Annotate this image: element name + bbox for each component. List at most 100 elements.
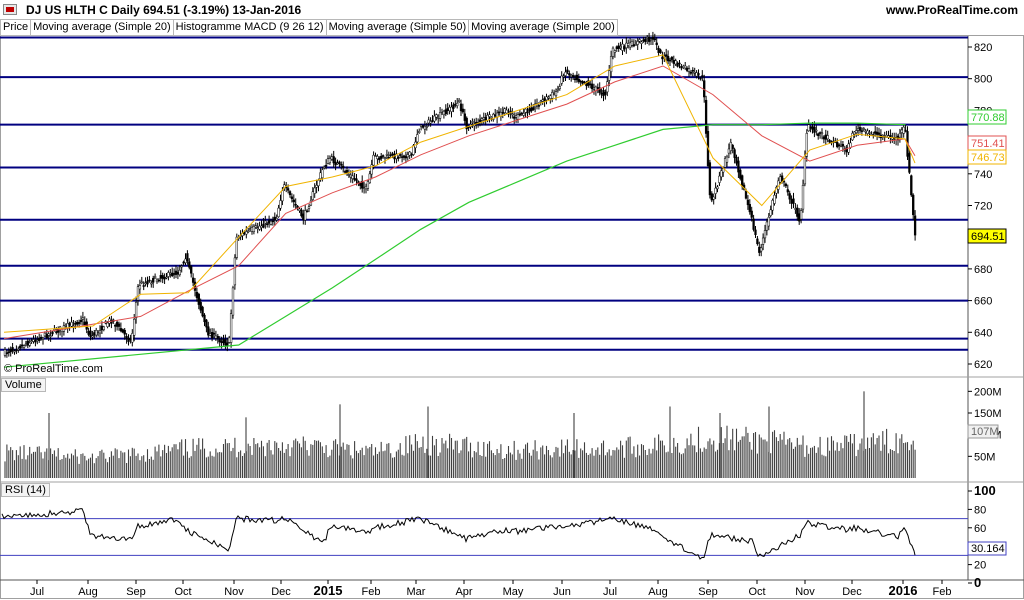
candle-body: [68, 322, 71, 326]
candle-body: [205, 319, 208, 328]
candle-body: [811, 126, 814, 130]
candle-body: [121, 329, 124, 333]
candle-body: [220, 341, 223, 343]
candle-body: [750, 210, 753, 218]
candle-body: [680, 66, 683, 69]
candle-body: [562, 75, 565, 78]
candle-body: [501, 111, 504, 114]
candle-body: [366, 181, 370, 189]
candle-body: [714, 187, 717, 194]
candle-body: [43, 332, 47, 337]
legend-macd-histogram[interactable]: Histogramme MACD (9 26 12): [173, 19, 327, 36]
candle-body: [273, 216, 276, 221]
candle-body: [324, 164, 328, 167]
candle-body: [725, 156, 729, 163]
candle-body: [17, 349, 20, 351]
candle-body: [95, 330, 98, 336]
candle-body: [765, 221, 769, 231]
candle-body: [176, 272, 180, 275]
candle-body: [904, 129, 907, 132]
ma20-line: [3, 54, 916, 333]
candle-body: [389, 154, 392, 156]
candle-body: [621, 43, 624, 51]
candle-body: [820, 132, 824, 135]
candle-body: [201, 306, 204, 317]
candle-body: [568, 73, 571, 76]
candle-body: [442, 111, 446, 116]
candle-body: [233, 257, 237, 286]
candle-body: [684, 65, 687, 69]
candle-body: [334, 161, 337, 166]
legend-ma200[interactable]: Moving average (Simple 200): [469, 19, 618, 36]
legend-price[interactable]: Price: [0, 19, 32, 36]
candle-body: [647, 36, 651, 42]
candle-body: [383, 157, 387, 159]
volume-last-value-box: [967, 424, 999, 439]
candle-body: [598, 87, 601, 93]
candle-body: [353, 178, 356, 180]
candle-body: [294, 204, 297, 206]
candle-body: [117, 323, 121, 327]
candle-body: [516, 114, 520, 120]
candle-body: [488, 114, 491, 117]
candle-body: [210, 332, 214, 339]
candle-body: [606, 81, 609, 93]
candle-body: [625, 42, 628, 49]
candle-body: [188, 261, 191, 268]
candle-body: [657, 47, 660, 53]
candle-body: [815, 129, 818, 132]
candle-body: [96, 331, 100, 333]
candle-body: [744, 190, 748, 199]
candle-body: [769, 209, 772, 216]
legend-ma20[interactable]: Moving average (Simple 20): [31, 19, 174, 36]
candle-body: [864, 130, 867, 133]
candle-body: [627, 43, 630, 46]
candle-body: [763, 230, 767, 239]
candle-body: [281, 190, 284, 202]
candle-body: [539, 100, 542, 103]
candle-body: [115, 321, 119, 327]
legend-ma50[interactable]: Moving average (Simple 50): [326, 19, 470, 36]
candle-body: [381, 155, 385, 157]
candle-body: [247, 230, 250, 233]
candle-body: [207, 326, 210, 336]
x-tick-label: May: [503, 586, 524, 598]
candle-body: [826, 135, 829, 140]
candle-body: [155, 279, 159, 283]
candle-body: [404, 156, 408, 159]
candle-body: [38, 337, 41, 341]
candle-body: [81, 317, 85, 320]
candle-body: [731, 144, 734, 149]
candle-body: [564, 71, 567, 76]
candle-body: [169, 272, 172, 275]
candle-body: [305, 210, 309, 213]
x-tick-label: Sep: [126, 586, 146, 598]
candle-body: [608, 70, 611, 81]
candle-body: [380, 155, 383, 159]
rsi-last-value-box: [967, 541, 1007, 556]
candle-body: [98, 330, 102, 334]
candle-body: [687, 68, 691, 72]
candle-body: [102, 326, 105, 330]
candle-body: [125, 336, 128, 339]
candle-body: [317, 180, 320, 187]
candle-body: [429, 121, 432, 124]
candle-body: [718, 175, 721, 183]
candle-body: [665, 54, 668, 57]
candle-body: [782, 180, 786, 183]
candle-body: [465, 117, 468, 130]
candle-body: [222, 339, 225, 344]
candle-body: [315, 185, 318, 188]
candle-body: [784, 183, 788, 187]
candle-body: [818, 132, 822, 134]
candle-body: [758, 246, 761, 253]
candle-body: [701, 75, 704, 77]
site-url[interactable]: www.ProRealTime.com: [885, 3, 1018, 17]
candle-body: [807, 124, 810, 132]
rsi-pane-label: RSI (14): [1, 483, 50, 497]
toggle-panel-icon[interactable]: [3, 4, 17, 15]
candle-body: [254, 225, 257, 228]
candle-body: [93, 332, 96, 336]
candle-body: [841, 144, 845, 147]
